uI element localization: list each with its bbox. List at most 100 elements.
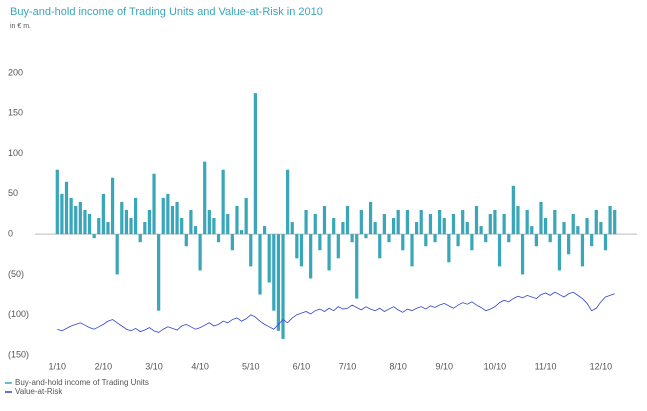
y-tick-label: 50	[8, 188, 18, 198]
bar	[332, 218, 336, 235]
bar	[387, 234, 391, 243]
bar	[83, 209, 87, 235]
bar	[382, 214, 386, 235]
bar	[465, 222, 469, 235]
bar	[239, 230, 244, 235]
chart-subtitle: in € m.	[10, 23, 31, 30]
bar	[55, 169, 59, 235]
bar	[101, 193, 105, 235]
y-tick-label: 200	[8, 67, 23, 77]
bar	[115, 234, 119, 275]
bar	[97, 218, 101, 235]
bar	[350, 234, 354, 243]
x-tick-label: 4/10	[191, 361, 209, 371]
bar	[106, 222, 110, 235]
bar	[451, 214, 456, 235]
bar	[479, 226, 483, 235]
x-tick-label: 12/10	[590, 361, 613, 371]
bar	[64, 181, 69, 235]
bar	[424, 234, 428, 247]
bar	[124, 209, 129, 235]
bar	[543, 218, 548, 235]
bar	[286, 169, 290, 235]
bar	[474, 205, 479, 235]
bar	[516, 205, 520, 235]
bar	[530, 226, 534, 235]
bar	[203, 161, 207, 235]
bar	[576, 226, 580, 235]
y-tick-label: (150)	[8, 349, 29, 359]
bar	[511, 185, 515, 235]
x-tick-label: 11/10	[535, 361, 557, 371]
bar	[276, 234, 281, 331]
bar	[69, 197, 73, 235]
bar	[447, 234, 451, 263]
bar	[304, 209, 308, 235]
x-tick-label: 8/10	[389, 361, 407, 371]
bar	[373, 222, 377, 235]
bar	[180, 218, 184, 235]
bar	[336, 234, 340, 259]
bar	[226, 214, 230, 235]
bar	[267, 234, 271, 283]
bar	[507, 234, 511, 243]
bar	[401, 234, 405, 251]
bar	[134, 197, 138, 235]
bar	[198, 234, 202, 271]
bar	[585, 218, 589, 235]
bar	[152, 173, 156, 235]
bar	[396, 209, 400, 235]
bar	[419, 209, 423, 235]
bar	[493, 209, 497, 235]
bar	[613, 209, 617, 235]
bar	[345, 205, 350, 235]
bar	[221, 169, 225, 235]
bar	[258, 234, 262, 295]
bar	[143, 222, 147, 235]
bar	[281, 234, 285, 339]
bar	[539, 201, 543, 235]
bar	[410, 234, 414, 267]
bar	[161, 197, 165, 235]
bar	[603, 234, 608, 251]
bar	[147, 209, 152, 235]
x-tick-label: 7/10	[339, 361, 357, 371]
bar	[157, 234, 161, 311]
legend-label: Value-at-Risk	[15, 387, 63, 396]
bar	[415, 222, 419, 235]
bar	[442, 218, 446, 235]
bar	[438, 209, 442, 235]
bar	[166, 193, 170, 235]
legend-label: Buy-and-hold income of Trading Units	[15, 378, 149, 387]
bar	[129, 218, 133, 235]
bar	[433, 234, 437, 243]
bar	[355, 234, 359, 299]
bar	[189, 209, 193, 235]
y-tick-label: 0	[8, 229, 13, 239]
bar	[138, 234, 142, 243]
bar	[230, 234, 234, 251]
bar	[290, 222, 294, 235]
x-tick-label: 9/10	[435, 361, 453, 371]
x-tick-label: 5/10	[242, 361, 260, 371]
bar	[502, 214, 506, 235]
bar	[405, 209, 410, 235]
line	[57, 291, 615, 333]
bar	[484, 234, 488, 243]
x-tick-label: 2/10	[95, 361, 113, 371]
bar	[318, 234, 322, 251]
bar	[120, 201, 124, 235]
bar	[87, 214, 92, 235]
bar	[175, 201, 179, 235]
bar	[548, 234, 552, 243]
bar	[253, 93, 257, 235]
bar	[235, 205, 239, 235]
bar	[207, 209, 211, 235]
bar	[553, 209, 557, 235]
bar	[497, 234, 502, 267]
bar	[359, 209, 363, 235]
bar	[74, 205, 78, 235]
bar	[580, 234, 585, 267]
bar	[571, 214, 575, 235]
